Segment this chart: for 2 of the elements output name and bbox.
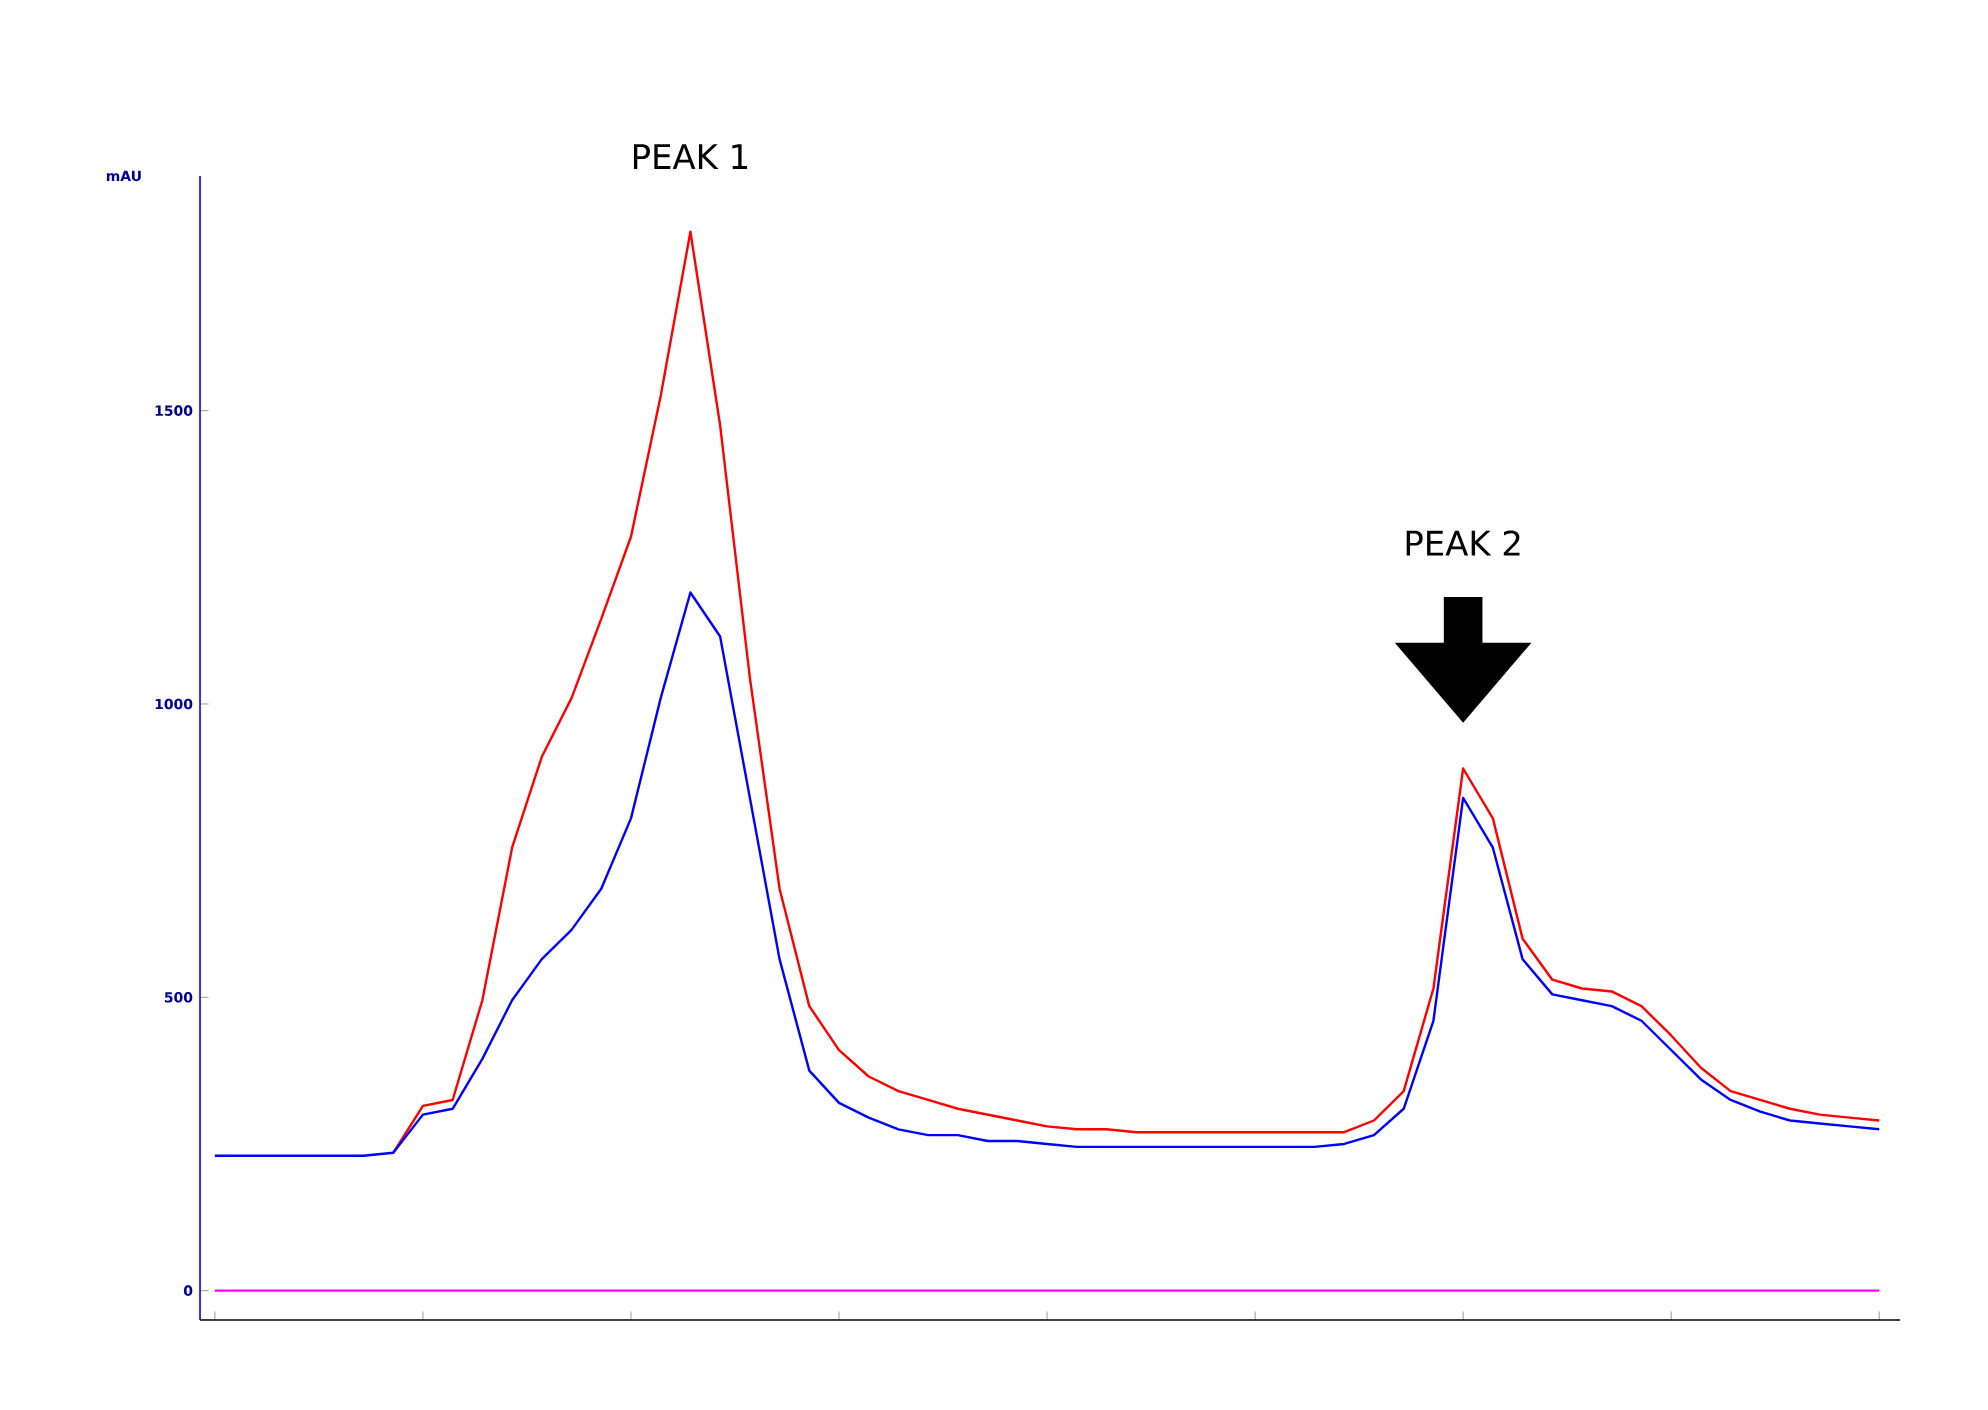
text: PEAK 1: [633, 144, 748, 169]
annotation: PEAK 2: [1406, 530, 1520, 556]
